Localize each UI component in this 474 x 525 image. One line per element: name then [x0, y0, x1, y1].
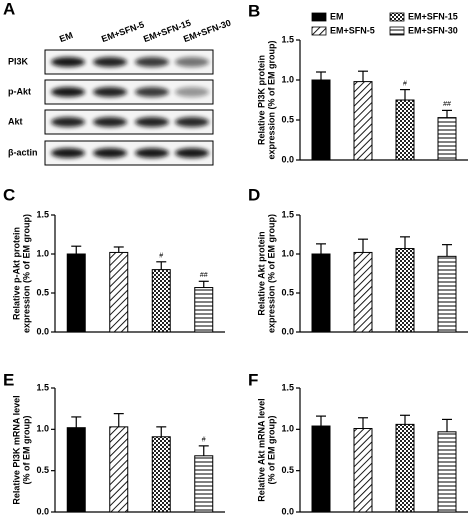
y-tick-label: 1.5	[36, 382, 49, 392]
row-label: PI3K	[8, 56, 29, 66]
blot-band	[93, 117, 127, 127]
bar	[311, 79, 331, 161]
panel-letter: F	[248, 370, 258, 389]
y-axis-label: expression (% of EM group)	[21, 214, 31, 333]
lane-label: EM+SFN-5	[100, 19, 145, 44]
panel-letter: D	[248, 185, 260, 204]
y-axis-label: (% of EM group)	[21, 416, 31, 485]
significance-mark: #	[403, 80, 407, 87]
legend-swatch	[311, 26, 327, 36]
legend-swatch	[389, 26, 405, 36]
blot-band	[93, 148, 127, 158]
bar	[437, 431, 457, 513]
row-label: p-Akt	[8, 86, 31, 96]
bar	[66, 253, 86, 333]
bar	[109, 251, 129, 333]
bar	[194, 287, 214, 333]
bar	[311, 425, 331, 513]
y-tick-label: 0.5	[281, 114, 294, 124]
y-tick-label: 0.5	[36, 287, 49, 297]
y-tick-label: 0.5	[281, 287, 294, 297]
blot-band	[135, 57, 169, 67]
row-label: β-actin	[8, 147, 38, 157]
y-axis-label: expression (% of EM group)	[266, 214, 276, 333]
blot-band	[51, 148, 85, 158]
bar	[151, 269, 171, 333]
significance-mark: ##	[443, 101, 451, 108]
y-axis-label: Relative PI3K protein	[256, 55, 266, 145]
row-label: Akt	[8, 116, 23, 126]
y-tick-label: 1.5	[281, 382, 294, 392]
panel-letter: A	[3, 0, 15, 18]
y-tick-label: 0.0	[281, 326, 294, 336]
y-tick-label: 0.0	[281, 506, 294, 516]
panel-letter: B	[248, 1, 260, 20]
y-tick-label: 1.5	[36, 209, 49, 219]
bar	[66, 427, 86, 513]
bar	[353, 251, 373, 333]
significance-mark: #	[202, 437, 206, 444]
panel-letter: C	[3, 185, 15, 204]
blot-band	[93, 87, 127, 97]
blot-band	[135, 117, 169, 127]
y-tick-label: 0.0	[36, 326, 49, 336]
blot-band	[51, 87, 85, 97]
significance-mark: ##	[200, 272, 208, 279]
blot-band	[175, 148, 209, 158]
lane-label: EM	[58, 30, 74, 44]
bar	[395, 423, 415, 513]
bar	[437, 255, 457, 333]
y-tick-label: 1.5	[281, 209, 294, 219]
bar	[437, 117, 457, 161]
y-axis-label: expression (% of EM group)	[266, 40, 276, 159]
y-tick-label: 0.0	[36, 506, 49, 516]
y-tick-label: 1.0	[281, 248, 294, 258]
blot-band	[51, 117, 85, 127]
legend-label: EM+SFN-5	[330, 25, 375, 35]
y-axis-label: Relative Akt mRNA level	[256, 398, 266, 501]
panel-letter: E	[3, 370, 14, 389]
y-axis-label: Relative Akt protein	[256, 231, 266, 315]
y-tick-label: 0.5	[36, 465, 49, 475]
blot-band	[93, 57, 127, 67]
blot-band	[135, 148, 169, 158]
legend-swatch	[311, 12, 327, 22]
y-tick-label: 0.5	[281, 465, 294, 475]
bar	[353, 428, 373, 513]
bar	[194, 455, 214, 513]
blot-band	[51, 57, 85, 67]
legend-label: EM	[330, 11, 344, 21]
bar	[151, 436, 171, 513]
y-tick-label: 0.0	[281, 154, 294, 164]
bar	[395, 248, 415, 333]
legend-label: EM+SFN-30	[408, 25, 458, 35]
y-axis-label: Relative p-Akt protein	[11, 227, 21, 320]
blot-band	[175, 87, 209, 97]
bar	[395, 99, 415, 161]
legend-swatch	[389, 12, 405, 22]
bar	[353, 81, 373, 161]
y-axis-label: (% of EM group)	[266, 416, 276, 485]
blot-band	[175, 117, 209, 127]
y-tick-label: 1.0	[36, 424, 49, 434]
y-tick-label: 1.0	[281, 424, 294, 434]
bar	[311, 253, 331, 333]
y-tick-label: 1.5	[281, 34, 294, 44]
bar	[109, 426, 129, 513]
blot-band	[175, 57, 209, 67]
y-tick-label: 1.0	[36, 248, 49, 258]
blot-band	[135, 87, 169, 97]
significance-mark: #	[159, 253, 163, 260]
y-axis-label: Relative PI3K mRNA level	[11, 395, 21, 504]
y-tick-label: 1.0	[281, 74, 294, 84]
legend-label: EM+SFN-15	[408, 11, 458, 21]
